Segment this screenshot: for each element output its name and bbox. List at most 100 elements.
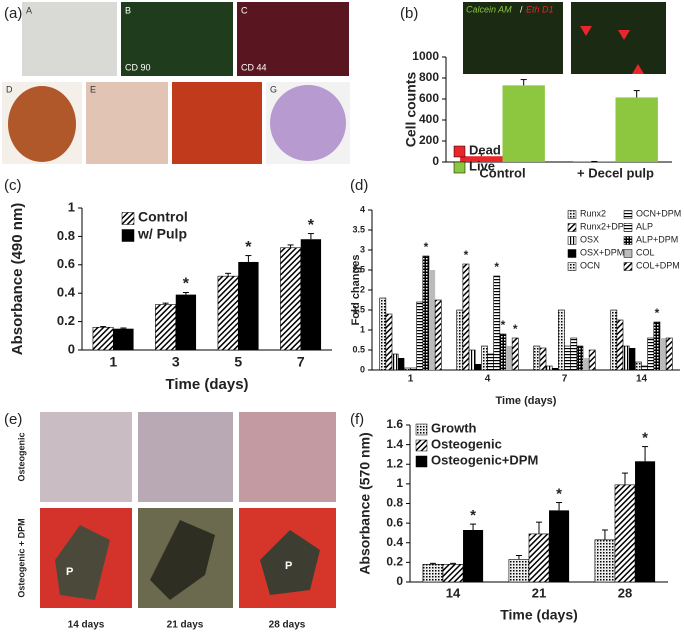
legend-label: COL+DPM <box>636 260 680 270</box>
significance-star: * <box>556 485 562 502</box>
bar <box>499 333 507 371</box>
bar <box>416 301 424 371</box>
significance-star: * <box>245 239 252 256</box>
bar <box>647 337 655 371</box>
y-axis-label: Absorbance (570 nm) <box>357 432 373 574</box>
legend-swatch <box>567 236 577 245</box>
arrow <box>632 64 644 74</box>
error-bar <box>245 255 252 262</box>
x-tick-label: 21 <box>532 585 546 600</box>
legend-swatch <box>415 423 428 436</box>
bar <box>175 294 197 350</box>
bar <box>391 353 399 371</box>
marker-label: P <box>285 560 292 572</box>
bar <box>576 345 584 371</box>
bar <box>462 263 470 371</box>
x-axis-label: Time (days) <box>500 607 578 623</box>
significance-star: * <box>183 276 190 293</box>
y-tick-label: 0.8 <box>386 496 403 510</box>
y-tick-label: 1.6 <box>386 417 403 431</box>
stain-label: / <box>520 4 523 14</box>
image <box>270 85 346 161</box>
bar <box>422 564 444 583</box>
bar <box>280 247 302 351</box>
error-bar <box>182 291 189 295</box>
panel-label: (a) <box>4 5 22 22</box>
error-bar <box>162 302 169 305</box>
x-tick-label: 3 <box>172 354 180 370</box>
y-tick-label: 0.2 <box>57 313 75 328</box>
bar <box>434 299 442 371</box>
stain-label: Eth D1 <box>526 4 554 14</box>
bar <box>558 309 565 371</box>
y-tick-label: 1000 <box>412 49 439 63</box>
image <box>237 2 349 76</box>
error-bar <box>515 555 522 560</box>
bar <box>533 345 541 371</box>
bar <box>456 309 464 371</box>
legend-swatch <box>623 210 633 219</box>
error-bar <box>601 529 608 540</box>
legend-swatch <box>567 223 577 232</box>
significance-star: * <box>308 217 315 234</box>
legend-swatch <box>623 262 633 271</box>
arrow <box>618 30 630 40</box>
y-tick-label: 1.2 <box>386 456 403 470</box>
column-label: 28 days <box>269 620 306 631</box>
bar <box>505 346 513 370</box>
bar <box>493 275 501 371</box>
y-tick-label: 0 <box>360 364 365 374</box>
y-tick-label: 0.8 <box>57 228 75 243</box>
x-tick-label: 1 <box>109 354 117 370</box>
legend-swatch <box>623 249 633 258</box>
bar <box>404 367 411 371</box>
bar <box>622 345 630 371</box>
bar <box>659 338 667 370</box>
image <box>8 86 76 162</box>
error-bar <box>642 446 649 462</box>
legend-swatch <box>121 212 135 225</box>
significance-star: * <box>501 318 506 332</box>
x-tick-label: 28 <box>618 585 632 600</box>
x-axis-label: Time (days) <box>496 395 557 407</box>
stain-label: Calcein AM <box>466 4 512 14</box>
legend-swatch <box>623 223 633 232</box>
image <box>86 82 168 164</box>
legend-label: OCN+DPM <box>636 208 681 218</box>
legend-label: OCN <box>580 260 600 270</box>
marker-label: P <box>66 566 73 578</box>
y-tick-label: 0 <box>68 341 75 356</box>
bar <box>616 319 624 371</box>
error-bar <box>120 327 127 329</box>
legend-label: Dead <box>469 142 501 157</box>
arrow <box>580 26 592 36</box>
bar <box>481 345 488 371</box>
bar <box>610 309 618 371</box>
bar <box>615 97 658 162</box>
y-axis-label: Absorbance (490 nm) <box>9 203 26 356</box>
row-label: Osteogenic + DPM <box>16 518 26 597</box>
bar <box>594 539 616 583</box>
column-label: 21 days <box>167 620 204 631</box>
bar <box>549 510 570 582</box>
bar <box>552 368 559 370</box>
column-label: 14 days <box>68 620 105 631</box>
legend-label: Runx2 <box>580 208 606 218</box>
bar <box>502 85 545 162</box>
y-tick-label: 0.4 <box>386 535 403 549</box>
y-tick-label: 1 <box>68 199 75 214</box>
x-axis-label: Time (days) <box>165 376 248 393</box>
bar <box>665 337 673 371</box>
legend-label: ALP+DPM <box>636 234 678 244</box>
image <box>239 412 336 502</box>
y-tick-label: 1 <box>396 476 403 490</box>
image-label: E <box>90 84 96 94</box>
bar <box>410 367 417 371</box>
image-detail <box>150 520 215 600</box>
panel-label: (f) <box>350 411 364 428</box>
bar <box>238 261 259 350</box>
image <box>571 2 666 74</box>
legend-swatch <box>453 161 466 174</box>
y-tick-label: 2.5 <box>352 264 365 274</box>
legend-label: Osteogenic <box>431 436 502 451</box>
